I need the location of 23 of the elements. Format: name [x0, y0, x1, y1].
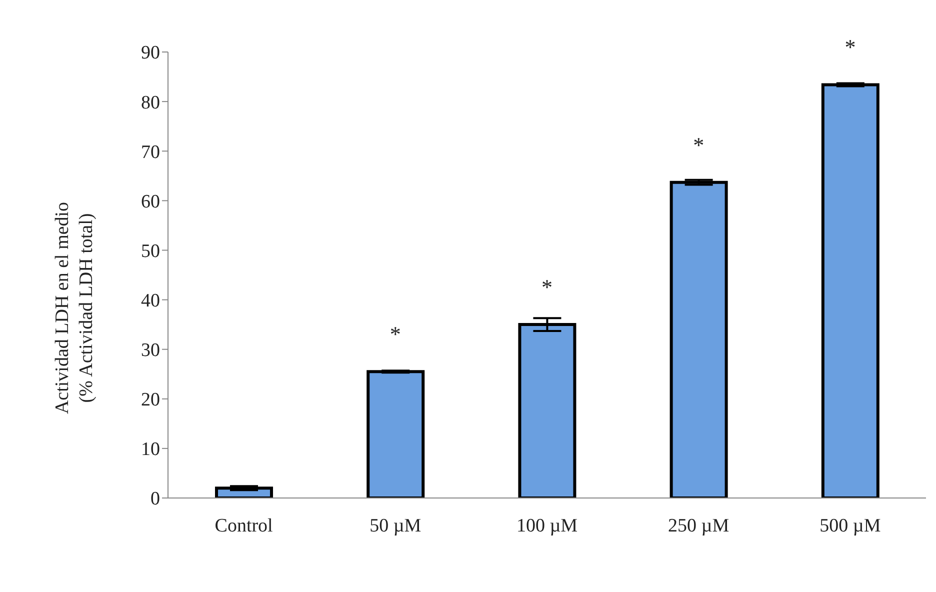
annotation: * [844, 34, 856, 60]
y-tick-label: 90 [141, 42, 160, 64]
y-tick-label: 30 [141, 340, 160, 362]
annotation: * [390, 322, 401, 347]
y-tick-label: 0 [150, 488, 160, 510]
x-tick-label: 100 µM [516, 515, 578, 536]
y-tick-label: 10 [141, 439, 160, 460]
annotation: * [693, 132, 704, 158]
y-tick-label: 40 [141, 290, 160, 312]
x-tick-label: 250 µM [668, 515, 730, 536]
x-tick-label: Control [214, 515, 273, 536]
y-tick-label: 20 [141, 390, 160, 411]
x-tick-label: 50 µM [370, 515, 422, 536]
bar [670, 180, 728, 498]
y-tick-label: 70 [141, 142, 160, 163]
x-tick-label: 500 µM [820, 515, 881, 536]
y-tick-label: 80 [141, 92, 160, 114]
y-axis-title: Actividad LDH en el medio (% Actividad LDH total) [52, 202, 97, 414]
y-tick-label: 50 [141, 240, 160, 262]
y-tick-label: 60 [141, 191, 160, 212]
bar [366, 370, 425, 498]
annotation: * [542, 274, 552, 300]
bar [821, 83, 880, 498]
